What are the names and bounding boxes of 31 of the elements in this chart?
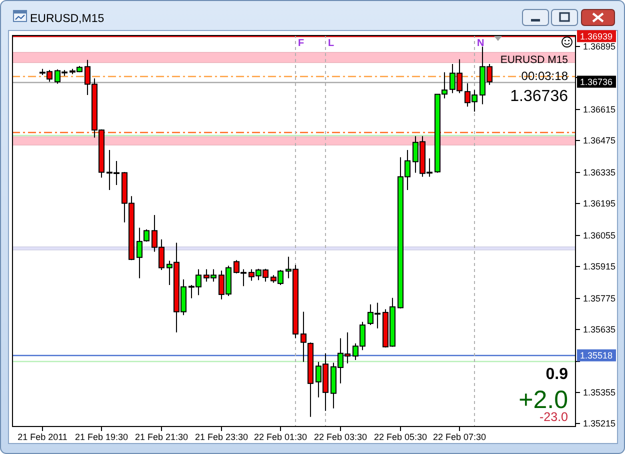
y-tick-label: 1.36055 — [583, 230, 616, 241]
ref-line-label: N — [477, 38, 484, 49]
x-tick-label: 22 Feb 05:30 — [374, 432, 428, 442]
y-tick-label: 1.35355 — [583, 388, 616, 398]
candlestick — [300, 311, 306, 362]
y-tick-label: 1.35215 — [583, 418, 616, 429]
y-tick-label: 1.36195 — [583, 198, 616, 209]
x-tick-label: 21 Feb 21:30 — [134, 432, 188, 442]
x-tick-label: 22 Feb 07:30 — [432, 432, 486, 442]
ref-line-label: L — [328, 38, 334, 49]
y-tick-label: 1.36475 — [583, 136, 616, 146]
annotation: 1.36736 — [510, 88, 568, 105]
annotation: 0.9 — [546, 366, 568, 383]
x-tick-label: 22 Feb 01:30 — [254, 432, 308, 442]
x-tick-label: 21 Feb 23:30 — [194, 432, 248, 442]
x-tick-label: 21 Feb 19:30 — [74, 432, 128, 442]
chart-title: EURUSD,M15 — [30, 13, 104, 25]
y-tick-label: 1.36615 — [583, 104, 616, 115]
ref-line-label: 1.36736 — [580, 76, 613, 87]
y-tick-label: 1.36895 — [583, 42, 616, 52]
annotation: -23.0 — [540, 410, 568, 424]
ref-line-label: F — [298, 38, 304, 49]
y-tick-label: 1.35775 — [583, 294, 616, 304]
y-tick-label: 1.35635 — [583, 324, 616, 335]
x-tick-label: 21 Feb 2011 — [18, 432, 68, 442]
ref-line-label: 1.36939 — [580, 31, 613, 42]
ref-line-label: 1.35518 — [580, 350, 613, 360]
x-tick-label: 22 Feb 03:30 — [314, 432, 368, 442]
y-tick-label: 1.36335 — [583, 168, 616, 178]
y-tick-label: 1.35915 — [583, 262, 616, 272]
annotation: EURUSD M15 — [500, 54, 568, 66]
